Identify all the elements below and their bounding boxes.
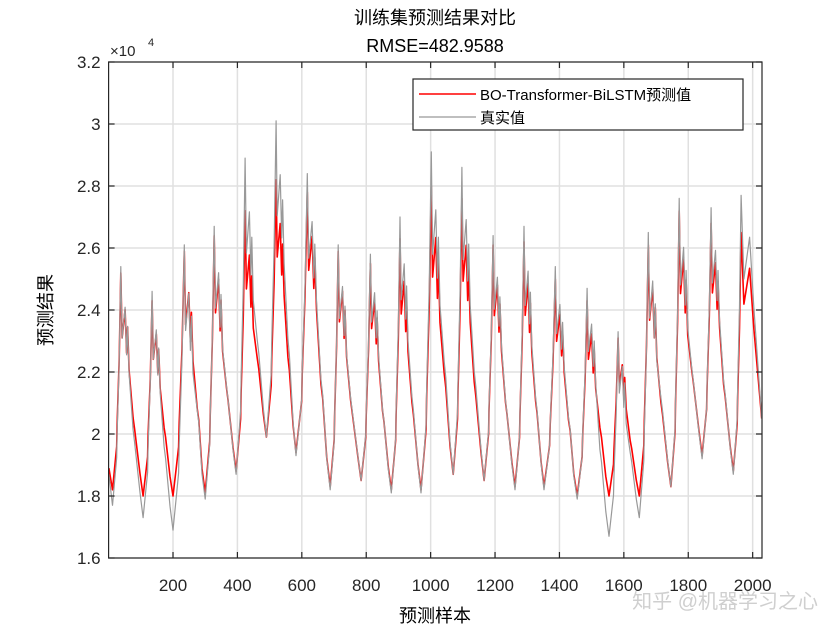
y-axis-label: 预测结果: [36, 274, 56, 346]
legend-label-pred: BO-Transformer-BiLSTM预测值: [480, 87, 691, 104]
series-line-predicted: [108, 179, 763, 497]
x-tick-label: 1600: [605, 576, 643, 595]
y-tick-label: 2.2: [77, 363, 101, 382]
y-tick-label: 2.4: [77, 301, 101, 320]
ticks: 200 400 600 800 1000 1200 1400 1600 1800 2000 1.6 1…: [77, 53, 772, 595]
x-axis-label: 预测样本: [399, 606, 471, 626]
y-exponent-base: ×10: [110, 43, 135, 60]
x-tick-label: 1800: [669, 576, 707, 595]
x-tick-label: 1400: [541, 576, 579, 595]
y-tick-label: 2: [91, 425, 100, 444]
legend-box: [412, 78, 744, 131]
x-tick-label: 1200: [476, 576, 514, 595]
watermark: 知乎 @机器学习之心: [632, 590, 818, 613]
y-tick-label: 1.6: [77, 549, 101, 568]
y-tick-label: 3: [91, 115, 100, 134]
y-exponent-power: 4: [148, 37, 154, 49]
plot-area: [108, 120, 763, 537]
chart-title: 训练集预测结果对比: [354, 8, 516, 28]
x-tick-label: 600: [288, 576, 316, 595]
y-tick-label: 3.2: [77, 53, 101, 72]
x-tick-label: 800: [352, 576, 380, 595]
x-tick-label: 2000: [734, 576, 772, 595]
y-tick-label: 2.8: [77, 177, 101, 196]
y-tick-label: 1.8: [77, 487, 101, 506]
legend-label-true: 真实值: [480, 109, 525, 127]
x-tick-label: 400: [223, 576, 251, 595]
legend: BO-Transformer-BiLSTM预测值 真实值: [412, 78, 744, 131]
x-tick-label: 1000: [412, 576, 450, 595]
y-tick-label: 2.6: [77, 239, 101, 258]
y-exponent: ×10 4: [110, 37, 154, 60]
chart-subtitle: RMSE=482.9588: [366, 36, 504, 56]
x-tick-label: 200: [159, 576, 187, 595]
series-line-actual: [108, 120, 763, 537]
